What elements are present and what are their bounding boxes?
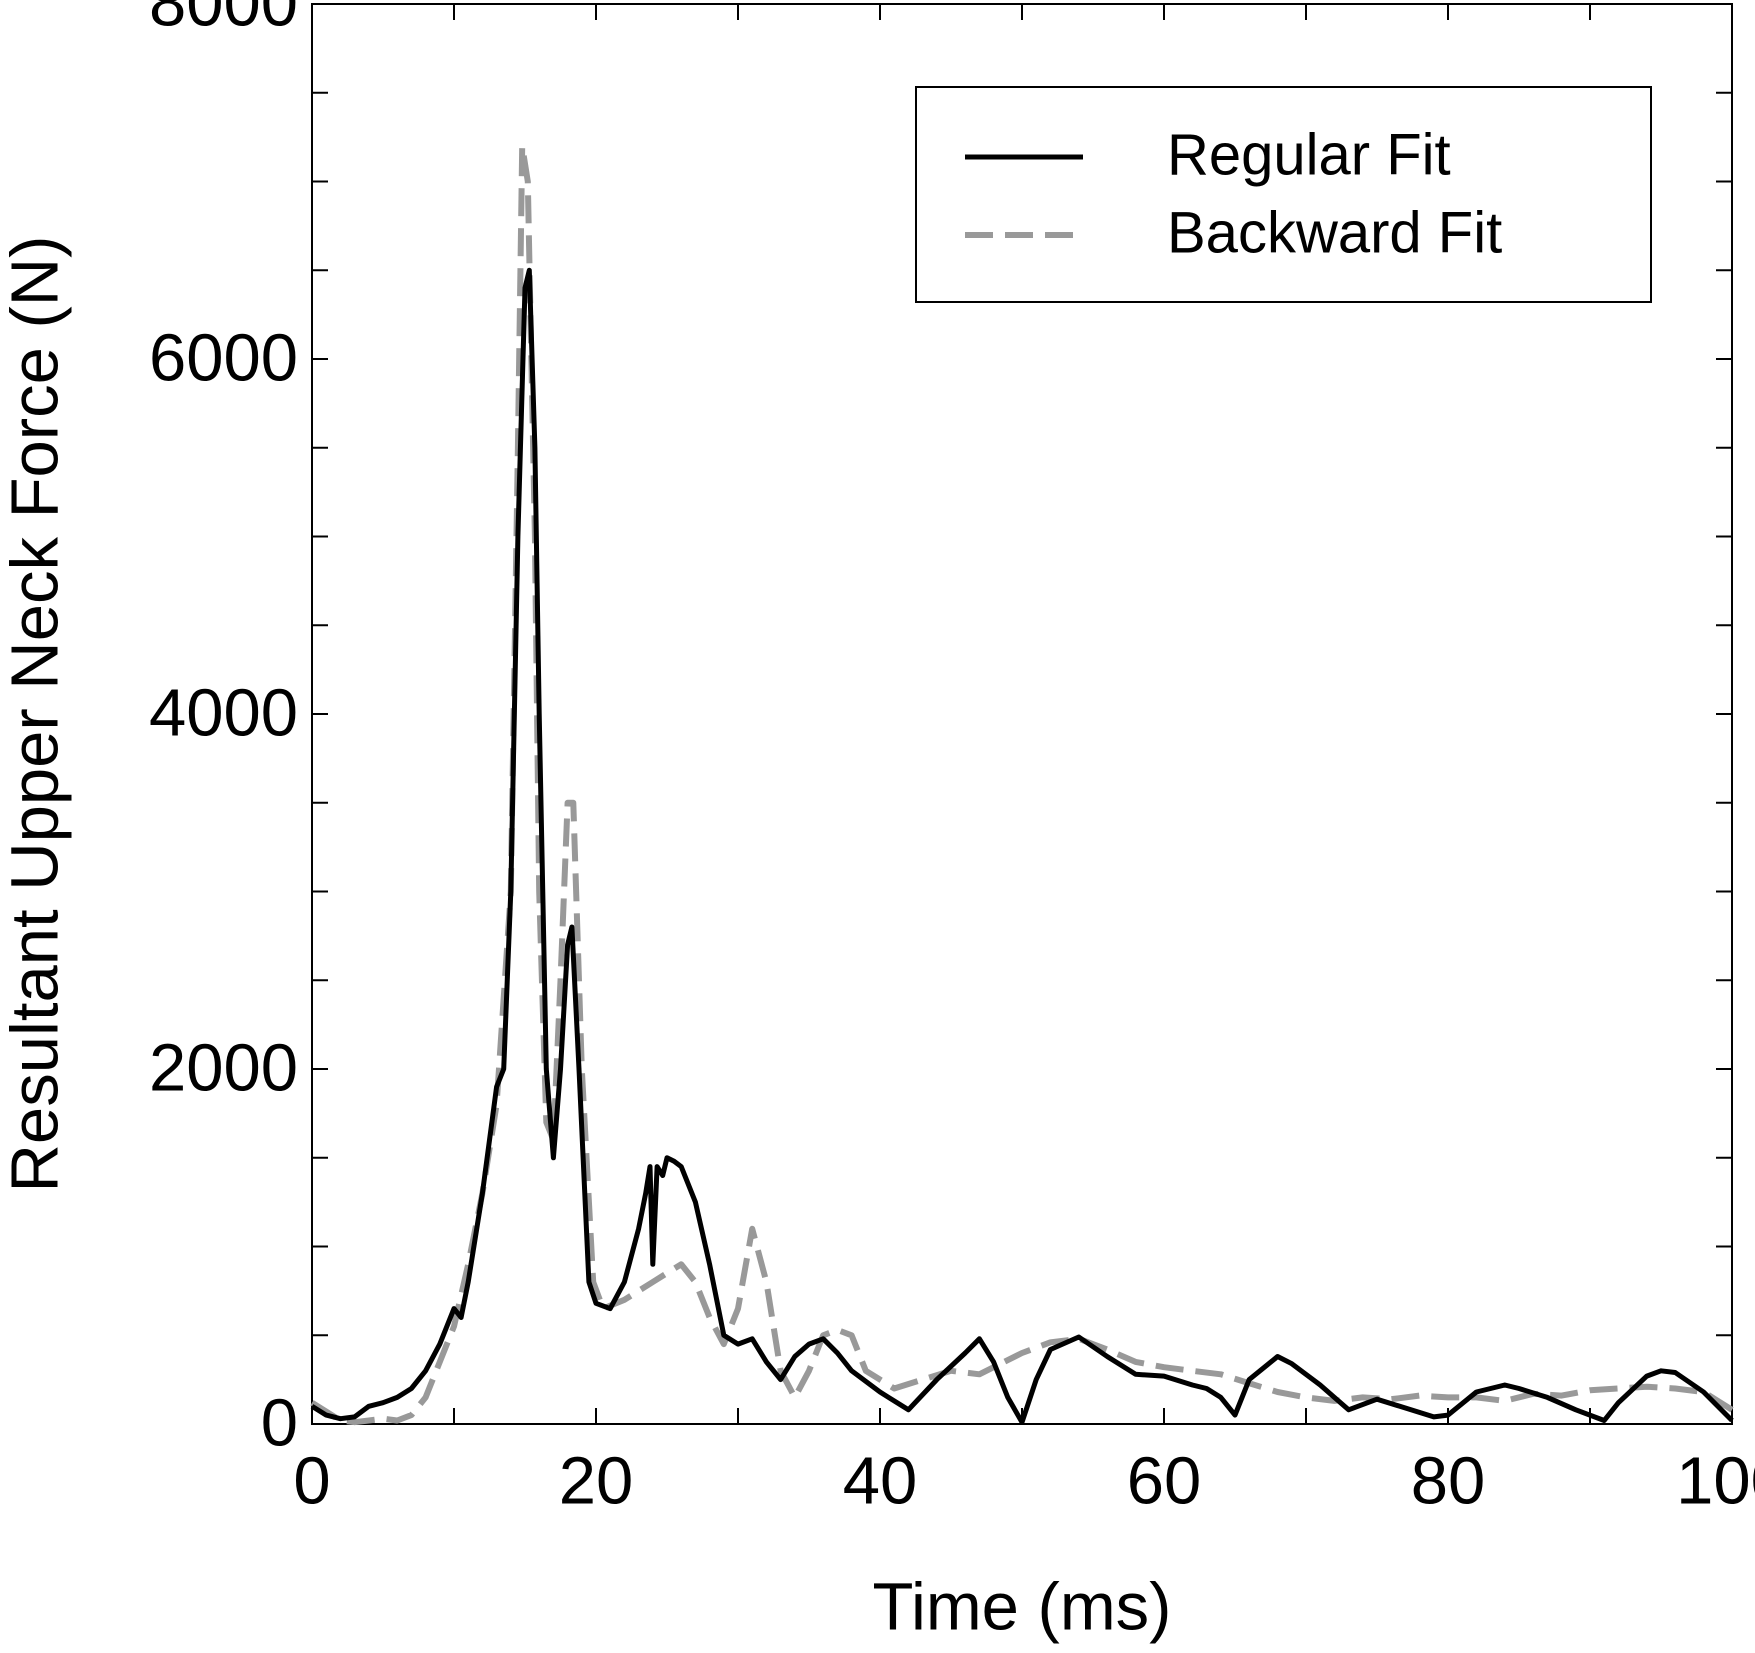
line-series — [310, 267, 1734, 1425]
y-tick-label: 4000 — [149, 676, 298, 751]
y-tick-label: 8000 — [149, 0, 298, 41]
x-tick-label: 20 — [559, 1444, 634, 1519]
x-tick-label: 60 — [1127, 1444, 1202, 1519]
x-tick-label: 100 — [1676, 1444, 1755, 1519]
y-tick-label: 2000 — [149, 1031, 298, 1106]
legend-label: Regular Fit — [1167, 122, 1451, 187]
x-axis-label: Time (ms) — [873, 1570, 1172, 1645]
legend-label: Backward Fit — [1167, 200, 1502, 265]
y-tick-label: 0 — [261, 1386, 298, 1461]
y-tick-label: 6000 — [149, 321, 298, 396]
legend-box — [915, 86, 1652, 303]
x-tick-label: 80 — [1411, 1444, 1486, 1519]
y-axis-label: Resultant Upper Neck Force (N) — [0, 236, 73, 1193]
x-tick-label: 0 — [293, 1444, 330, 1519]
x-tick-label: 40 — [843, 1444, 918, 1519]
